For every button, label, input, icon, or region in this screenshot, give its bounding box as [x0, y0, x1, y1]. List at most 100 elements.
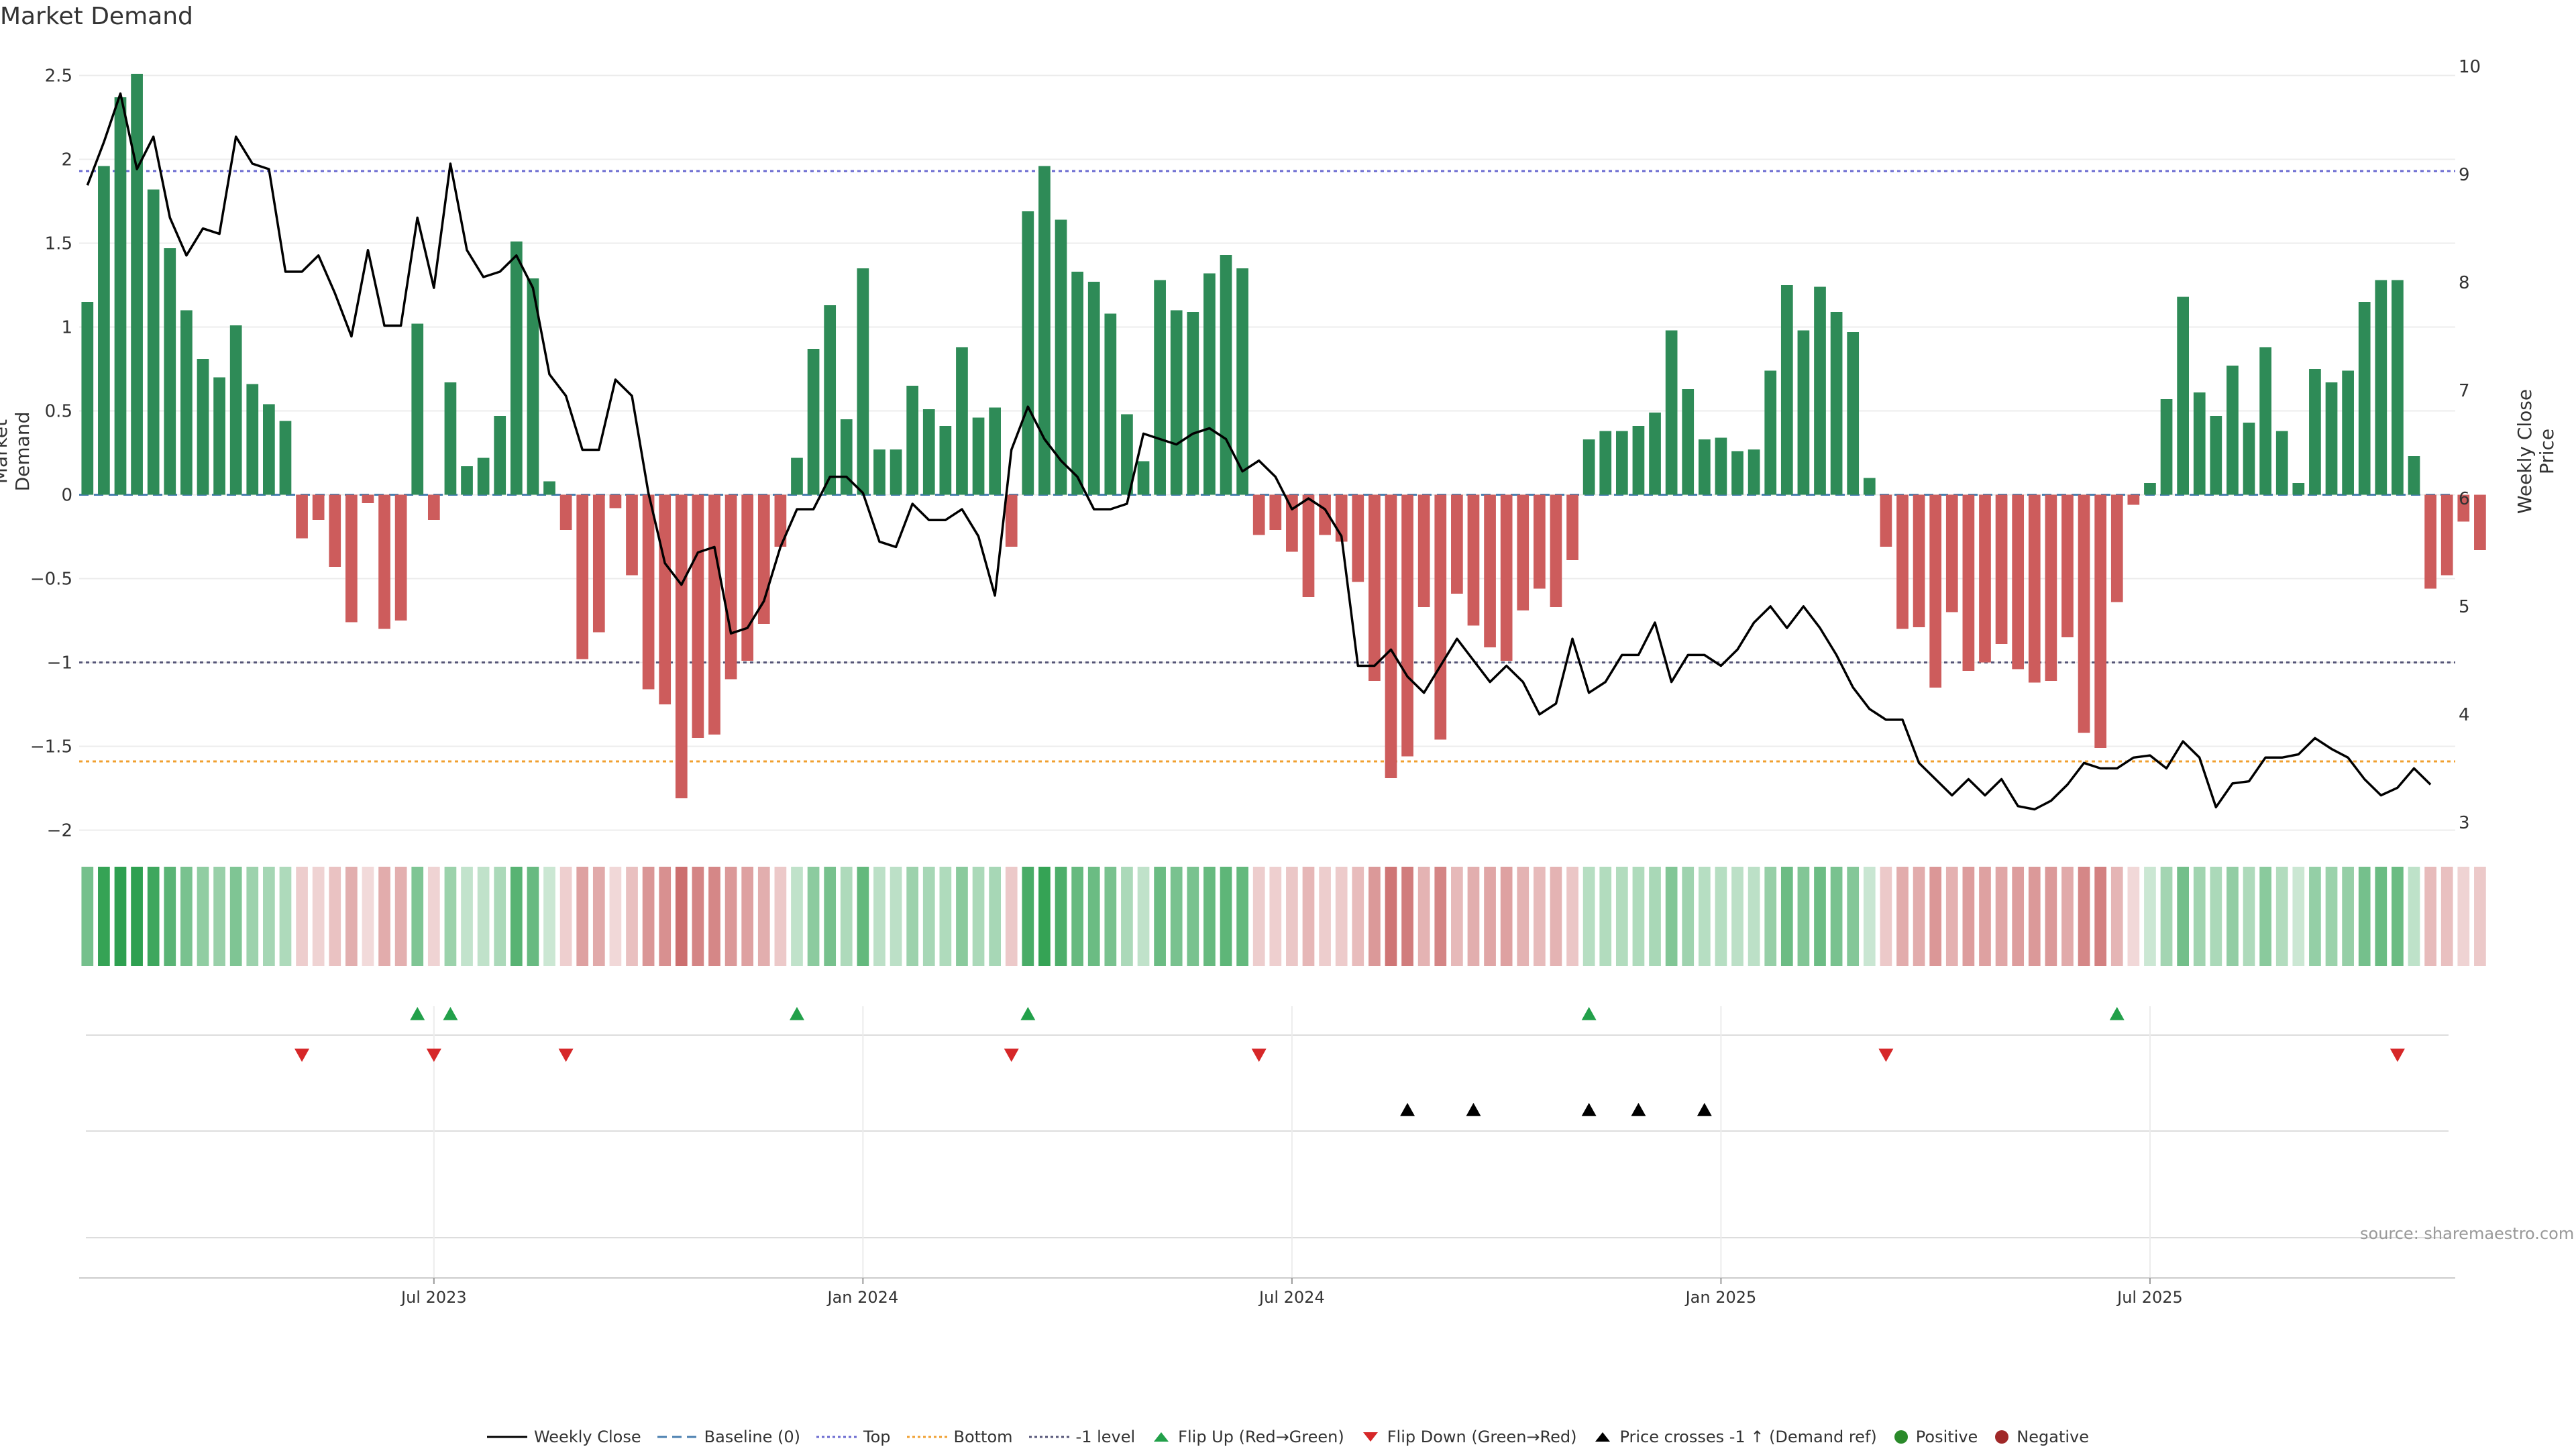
demand-bar-negative — [394, 494, 407, 621]
demand-bar-negative — [626, 494, 638, 576]
demand-bar-negative — [1368, 494, 1381, 681]
y2-tick-label: 8 — [2459, 273, 2470, 293]
bottom-swatch — [906, 1436, 947, 1438]
y-tick-label: −1 — [47, 653, 72, 674]
y2-tick-label: 3 — [2459, 813, 2470, 833]
demand-bar-positive — [543, 481, 555, 495]
demand-bar-positive — [824, 305, 837, 495]
flip-down-marker — [1251, 1049, 1267, 1062]
flip-down-marker — [1004, 1049, 1019, 1062]
y2-tick-label: 7 — [2459, 381, 2470, 401]
y2-tick-label: 10 — [2459, 57, 2481, 77]
heat-cell — [2275, 867, 2288, 966]
demand-bar-negative — [1880, 494, 1892, 547]
legend-label: Baseline (0) — [704, 1428, 800, 1446]
heat-cell — [2061, 867, 2074, 966]
legend: Weekly Close Baseline (0) Top Bottom -1 … — [0, 1428, 2576, 1446]
demand-bar-negative — [757, 494, 770, 624]
heat-cell — [2243, 867, 2255, 966]
demand-bar-negative — [1434, 494, 1447, 740]
legend-item-baseline: Baseline (0) — [657, 1428, 800, 1446]
demand-bar-negative — [1484, 494, 1496, 647]
demand-bar-negative — [1005, 494, 1018, 547]
demand-bar-negative — [2110, 494, 2123, 602]
source-credit: source: sharemaestro.com — [2360, 1224, 2575, 1243]
legend-label: Top — [863, 1428, 891, 1446]
demand-bar-positive — [807, 349, 820, 495]
heat-cell — [494, 867, 506, 966]
demand-bar-negative — [1979, 494, 1991, 663]
heat-cell — [1187, 867, 1199, 966]
demand-bar-negative — [724, 494, 737, 680]
heat-cell — [2292, 867, 2305, 966]
demand-bar-negative — [1533, 494, 1546, 589]
heat-cell — [1929, 867, 1942, 966]
demand-bar-positive — [2325, 382, 2338, 495]
demand-bar-positive — [791, 458, 803, 495]
demand-bar-negative — [1417, 494, 1430, 607]
demand-bar-positive — [1797, 330, 1810, 495]
cross-marker — [1581, 1103, 1597, 1116]
demand-bar-negative — [1962, 494, 1975, 671]
heat-cell — [1352, 867, 1364, 966]
demand-bar-positive — [229, 325, 242, 495]
demand-bar-positive — [1665, 330, 1678, 495]
heat-cell — [1484, 867, 1496, 966]
heat-cell — [2474, 867, 2486, 966]
demand-bar-positive — [1863, 478, 1876, 495]
demand-bar-positive — [2144, 483, 2156, 495]
demand-bar-positive — [2342, 370, 2354, 495]
heat-cell — [1500, 867, 1513, 966]
flip-up-marker — [2109, 1007, 2125, 1020]
legend-item-flip-down: Flip Down (Green→Red) — [1360, 1428, 1576, 1446]
demand-bar-negative — [659, 494, 672, 704]
demand-bar-positive — [1187, 312, 1199, 495]
demand-bar-negative — [2474, 494, 2486, 550]
demand-bar-negative — [1896, 494, 1909, 629]
demand-bar-positive — [1682, 389, 1695, 495]
demand-bar-positive — [2392, 280, 2404, 495]
demand-bar-positive — [2160, 399, 2173, 495]
demand-bar-positive — [906, 386, 919, 495]
demand-bar-positive — [922, 409, 935, 495]
heat-cell — [1203, 867, 1216, 966]
heat-cell — [1615, 867, 1628, 966]
heat-cell — [675, 867, 688, 966]
demand-bar-positive — [1170, 310, 1183, 495]
demand-bar-negative — [2424, 494, 2436, 589]
y2-tick-label: 9 — [2459, 165, 2470, 185]
heat-cell — [1154, 867, 1166, 966]
heat-cell — [824, 867, 837, 966]
legend-label: Weekly Close — [533, 1428, 641, 1446]
heat-cell — [642, 867, 655, 966]
demand-bar-positive — [213, 377, 225, 495]
demand-bar-negative — [1319, 494, 1331, 535]
legend-item-weekly-close: Weekly Close — [486, 1428, 641, 1446]
cross-marker — [1466, 1103, 1481, 1116]
heat-cell — [1467, 867, 1480, 966]
heat-cell — [246, 867, 259, 966]
flip-down-marker — [426, 1049, 441, 1062]
heat-cell — [1863, 867, 1876, 966]
demand-bar-negative — [1401, 494, 1413, 757]
demand-bar-negative — [1995, 494, 2008, 644]
x-tick-label: Jul 2024 — [1258, 1288, 1325, 1307]
heat-cell — [527, 867, 539, 966]
heat-cell — [1038, 867, 1051, 966]
heat-cell — [411, 867, 424, 966]
cross-marker — [1631, 1103, 1646, 1116]
x-axis: Jul 2023 Jan 2024 Jul 2024 Jan 2025 Jul 2025 — [79, 1277, 2455, 1307]
heat-cell — [1055, 867, 1067, 966]
demand-bar-positive — [98, 166, 110, 495]
demand-bar-negative — [362, 494, 374, 503]
demand-bar-positive — [2358, 302, 2371, 495]
heat-cell — [197, 867, 209, 966]
demand-bar-negative — [1352, 494, 1364, 582]
demand-bar-positive — [2193, 392, 2206, 495]
heat-cell — [2325, 867, 2338, 966]
demand-bar-negative — [345, 494, 358, 623]
heat-cell — [147, 867, 160, 966]
demand-bar-positive — [164, 248, 176, 495]
heat-cell — [1913, 867, 1925, 966]
heat-cell — [2078, 867, 2090, 966]
